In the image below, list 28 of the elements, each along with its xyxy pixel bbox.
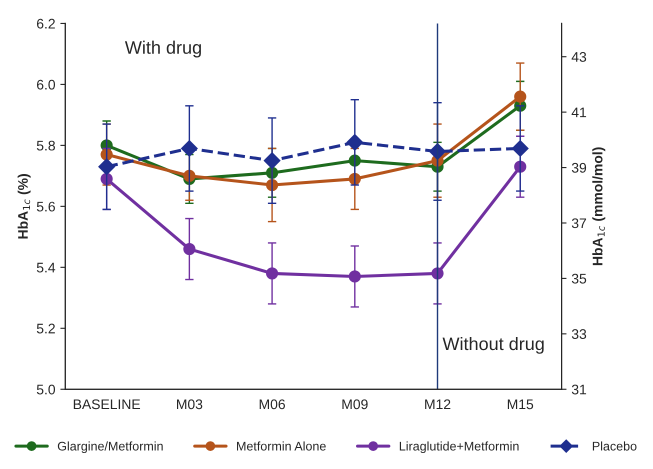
- x-tick-label: M15: [508, 400, 534, 410]
- y2-tick-label: 31: [572, 384, 586, 394]
- y-tick-label: 5.8: [36, 140, 55, 151]
- y-axis-title: HbA$_{1c}$ (%): [18, 174, 31, 238]
- y-tick-label: 6.2: [36, 18, 55, 29]
- x-tick-label: M03: [177, 399, 202, 410]
- legend-label: Metformin Alone: [237, 441, 326, 451]
- annotation: With drug: [124, 40, 201, 58]
- y-tick-label: 6.0: [36, 80, 56, 90]
- legend-label: Liraglutide+Metformin: [400, 441, 519, 454]
- y2-tick-label: 39: [572, 162, 586, 173]
- y-tick-label: 5.6: [36, 202, 55, 212]
- annotation: Without drug: [442, 336, 544, 354]
- y2-tick-label: 33: [572, 329, 586, 340]
- x-tick-label: BASELINE: [74, 399, 140, 410]
- legend-label: Placebo: [592, 441, 637, 451]
- y-tick-label: 5.2: [36, 324, 55, 334]
- x-tick-label: M09: [342, 399, 368, 410]
- x-tick-label: M06: [260, 399, 285, 410]
- y2-tick-label: 35: [572, 274, 586, 284]
- y-tick-label: 5.0: [36, 384, 56, 394]
- legend-label: Glargine/Metformin: [58, 441, 163, 454]
- y2-axis-title: HbA$_{1c}$ (mmol/mol): [592, 147, 606, 266]
- x-tick-label: M12: [425, 399, 450, 410]
- y2-tick-label: 43: [572, 52, 586, 62]
- y2-tick-label: 41: [572, 108, 586, 118]
- y-tick-label: 5.4: [36, 262, 56, 272]
- y2-tick-label: 37: [572, 218, 586, 228]
